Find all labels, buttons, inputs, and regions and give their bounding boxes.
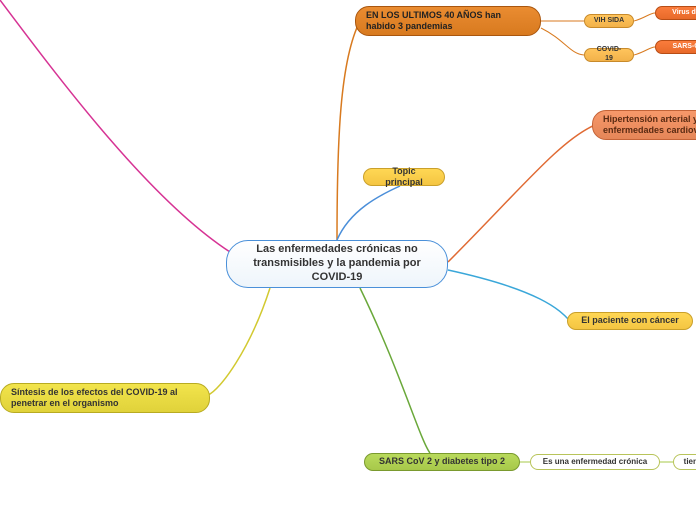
node-sarscov2: SARS-Co2 [655,40,696,54]
node-cancer: El paciente con cáncer [567,312,693,330]
node-sintesis: Síntesis de los efectos del COVID-19 al … [0,383,210,413]
node-vih: VIH SIDA [584,14,634,28]
node-tiene: tiene [673,454,696,470]
edge [0,0,230,252]
edge [634,47,655,55]
node-virus: Virus de in [655,6,696,20]
edge [208,288,270,395]
edge [448,270,570,321]
node-cronica: Es una enfermedad crónica [530,454,660,470]
edge [337,186,400,240]
node-topic: Topic principal [363,168,445,186]
edge [448,125,595,262]
edge [360,288,430,453]
edge [541,28,584,55]
node-covid19: COVID-19 [584,48,634,62]
node-pandemias: EN LOS ULTIMOS 40 AÑOS han habido 3 pand… [355,6,541,36]
node-center: Las enfermedades crónicas no transmisibl… [226,240,448,288]
node-diabetes: SARS CoV 2 y diabetes tipo 2 [364,453,520,471]
edge [634,13,655,21]
node-hipertension: Hipertensión arterial y otras enfermedad… [592,110,696,140]
edge [337,21,360,240]
